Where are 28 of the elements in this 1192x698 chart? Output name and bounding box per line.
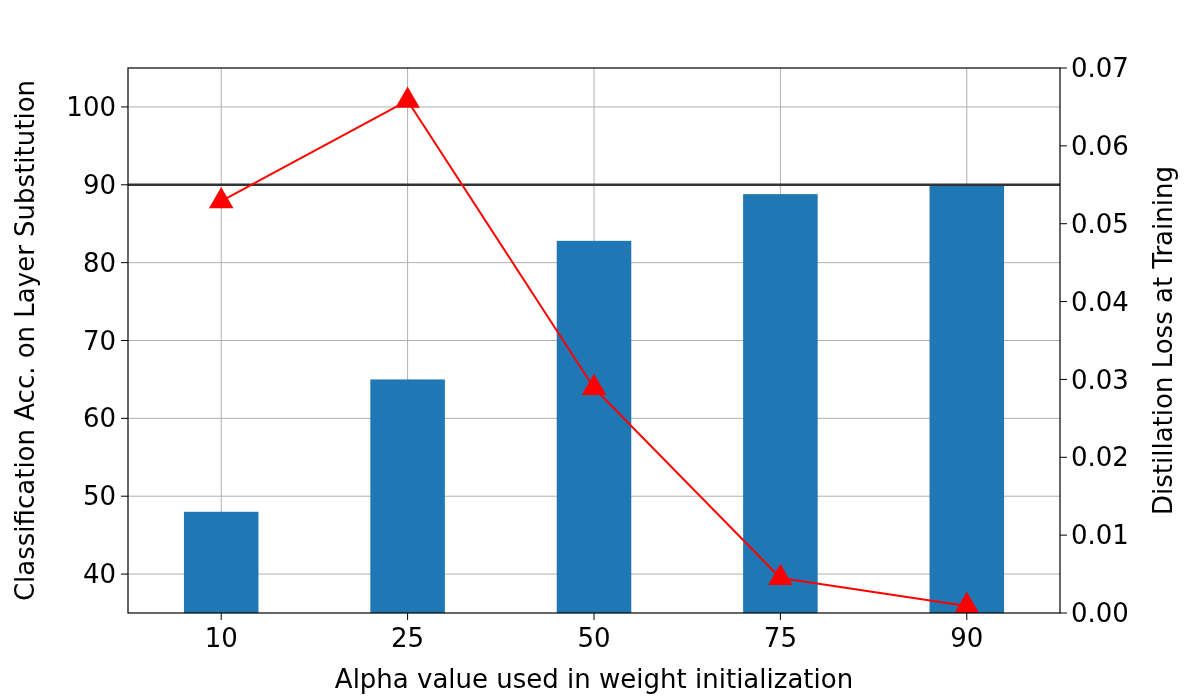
y-tick-label: 100	[66, 92, 116, 123]
point	[954, 591, 980, 614]
y2-tick-label: 0.07	[1071, 53, 1129, 84]
y-axis-title: Classification Acc. on Layer Substitution	[10, 79, 40, 602]
y-tick-label: 60	[82, 403, 116, 434]
point	[395, 86, 420, 108]
y2-axis-title: Distillation Loss at Training	[1148, 166, 1178, 515]
y2-tick-label: 0.03	[1071, 364, 1129, 395]
y-tick-label: 90	[82, 169, 116, 200]
x-tick-label: 50	[577, 623, 611, 653]
x-tick-label: 90	[950, 623, 984, 653]
x-tick-label: 25	[391, 623, 425, 653]
y-tick-label: 40	[82, 559, 116, 590]
y-tick-label: 70	[82, 325, 116, 356]
point	[581, 373, 607, 396]
x-tick-label: 75	[763, 623, 797, 653]
y-tick-label: 80	[82, 247, 116, 278]
x-tick-label: 10	[204, 623, 238, 653]
point	[768, 563, 793, 586]
x-axis-title: Alpha value used in weight initialization	[334, 664, 854, 694]
y2-tick-label: 0.02	[1071, 442, 1129, 473]
y2-tick-label: 0.01	[1071, 520, 1129, 551]
y2-tick-label: 0.05	[1071, 208, 1129, 239]
y2-tick-label: 0.00	[1071, 598, 1129, 629]
point	[208, 186, 234, 209]
y2-tick-label: 0.04	[1071, 286, 1129, 317]
y-tick-label: 50	[82, 481, 116, 512]
y2-tick-label: 0.06	[1071, 130, 1129, 161]
